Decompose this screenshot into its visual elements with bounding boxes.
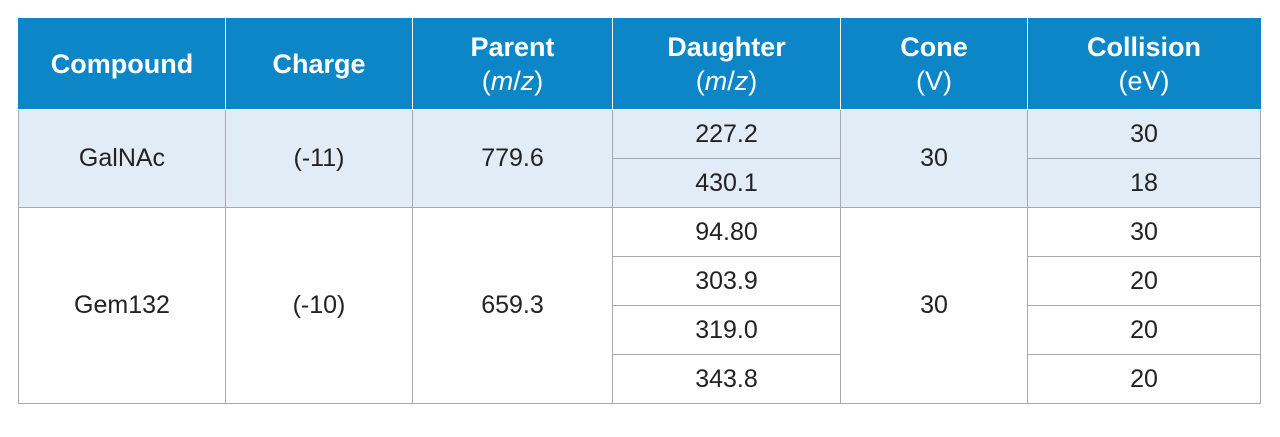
header-row: Compound Charge Parent (m/z) Daughter (m… <box>18 18 1261 110</box>
compound-cell: Gem132 <box>18 207 226 404</box>
header-collision-label: Collision <box>1087 32 1201 62</box>
collision-energy-cell: 30 <box>1027 109 1261 159</box>
header-compound: Compound <box>18 18 226 110</box>
table-row: GalNAc (-11) 779.6 227.2 30 30 <box>18 109 1261 208</box>
header-cone: Cone (V) <box>840 18 1028 110</box>
header-compound-label: Compound <box>50 49 194 79</box>
header-daughter: Daughter (m/z) <box>612 18 841 110</box>
cone-voltage-cell: 30 <box>840 109 1028 208</box>
header-charge-label: Charge <box>272 49 366 79</box>
parent-mz-cell: 659.3 <box>412 207 613 404</box>
charge-cell: (-11) <box>225 109 413 208</box>
daughter-mz-cell: 430.1 <box>612 158 841 208</box>
table-row: 319.0 20 <box>19 305 1261 355</box>
header-daughter-unit: (m/z) <box>695 66 758 96</box>
daughter-mz-cell: 94.80 <box>612 207 841 257</box>
header-collision: Collision (eV) <box>1027 18 1261 110</box>
daughter-mz-cell: 303.9 <box>612 256 841 306</box>
header-collision-unit: (eV) <box>1118 66 1170 96</box>
parent-mz-cell: 779.6 <box>412 109 613 208</box>
collision-energy-cell: 20 <box>1027 256 1261 306</box>
header-cone-label: Cone <box>900 32 968 62</box>
header-daughter-label: Daughter <box>667 32 786 62</box>
compound-cell: GalNAc <box>18 109 226 208</box>
cone-voltage-cell: 30 <box>840 207 1028 404</box>
header-cone-unit: (V) <box>916 66 952 96</box>
collision-energy-cell: 18 <box>1027 158 1261 208</box>
header-charge: Charge <box>225 18 413 110</box>
daughter-mz-cell: 319.0 <box>612 305 841 355</box>
collision-energy-cell: 30 <box>1027 207 1261 257</box>
header-parent: Parent (m/z) <box>412 18 613 110</box>
mrm-transitions-table: Compound Charge Parent (m/z) Daughter (m… <box>18 18 1261 404</box>
collision-energy-cell: 20 <box>1027 305 1261 355</box>
daughter-mz-cell: 343.8 <box>612 354 841 404</box>
header-parent-unit: (m/z) <box>481 66 544 96</box>
header-parent-label: Parent <box>470 32 555 62</box>
daughter-mz-cell: 227.2 <box>612 109 841 159</box>
collision-energy-cell: 20 <box>1027 354 1261 404</box>
table-row: Gem132 (-10) 659.3 94.80 30 30 <box>18 207 1261 404</box>
table-row: 343.8 20 <box>19 354 1261 404</box>
table-row: 430.1 18 <box>19 158 1261 208</box>
charge-cell: (-10) <box>225 207 413 404</box>
